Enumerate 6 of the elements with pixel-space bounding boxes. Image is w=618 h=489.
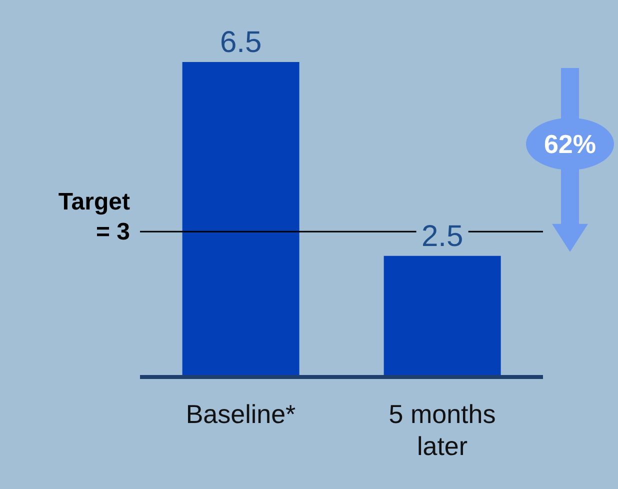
data-label: 6.5 — [220, 26, 262, 59]
x-tick-label: Baseline* — [186, 399, 296, 429]
text: 62% — [544, 128, 596, 159]
ref-line-label: Target = 3 — [58, 188, 130, 246]
x-tick-label: 5 months later — [388, 399, 496, 461]
data-label: 2.5 — [421, 220, 464, 253]
